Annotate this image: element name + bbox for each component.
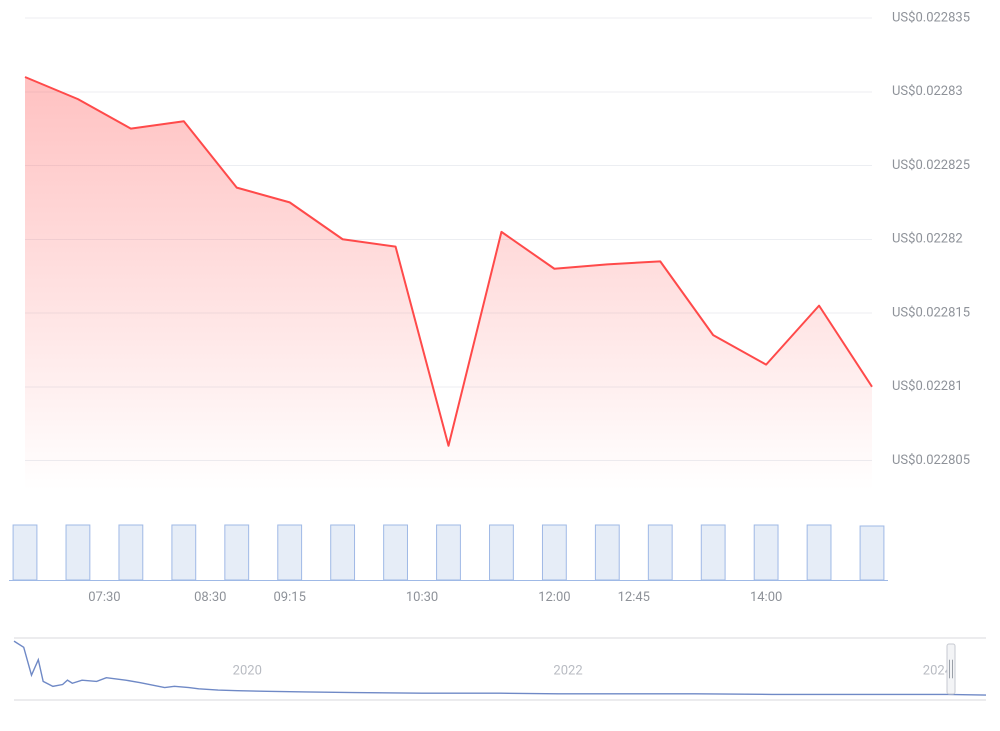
volume-bar (225, 525, 249, 580)
chart-svg: US$0.022835 US$0.02283 US$0.022825 US$0.022… (0, 0, 1000, 731)
x-axis-label: 14:00 (750, 590, 782, 605)
volume-chart: 07:30 08:30 09:15 10:30 12:00 12:45 14:00 (9, 525, 888, 605)
x-axis-label: 08:30 (194, 590, 226, 605)
main-price-chart: US$0.022835 US$0.02283 US$0.022825 US$0.022… (25, 10, 970, 490)
volume-bar (437, 525, 461, 580)
area-fill (25, 77, 872, 490)
range-handle[interactable] (947, 644, 955, 694)
volume-bar (13, 525, 37, 580)
x-axis-label: 12:00 (538, 590, 570, 605)
x-axis-label: 09:15 (274, 590, 306, 605)
volume-bar (701, 525, 725, 580)
volume-bar (860, 526, 884, 580)
x-axis-label: 10:30 (406, 590, 438, 605)
volume-bar (66, 525, 90, 580)
volume-bar (172, 525, 196, 580)
y-axis-label: US$0.02282 (892, 232, 963, 247)
volume-bar (754, 525, 778, 580)
y-axis-label: US$0.022835 (892, 10, 970, 25)
volume-bar (278, 525, 302, 580)
range-year-label: 2022 (553, 664, 582, 679)
y-axis-label: US$0.02281 (892, 379, 963, 394)
range-year-label: 2020 (233, 664, 262, 679)
y-axis-label: US$0.02283 (892, 84, 963, 99)
y-axis-label: US$0.022815 (892, 305, 970, 320)
volume-bar (807, 525, 831, 580)
x-axis-label: 07:30 (88, 590, 120, 605)
volume-bar (490, 525, 514, 580)
y-axis-label: US$0.022825 (892, 158, 970, 173)
volume-bar (331, 525, 355, 580)
y-axis-label: US$0.022805 (892, 453, 970, 468)
range-selector[interactable]: 202020222024 (14, 638, 986, 700)
volume-bar (384, 525, 408, 580)
volume-bar (648, 525, 672, 580)
volume-bar (542, 525, 566, 580)
volume-bar (119, 525, 143, 580)
range-sparkline (14, 641, 986, 695)
volume-bar (595, 525, 619, 580)
x-axis-label: 12:45 (618, 590, 650, 605)
chart-container: US$0.022835 US$0.02283 US$0.022825 US$0.022… (0, 0, 1000, 731)
